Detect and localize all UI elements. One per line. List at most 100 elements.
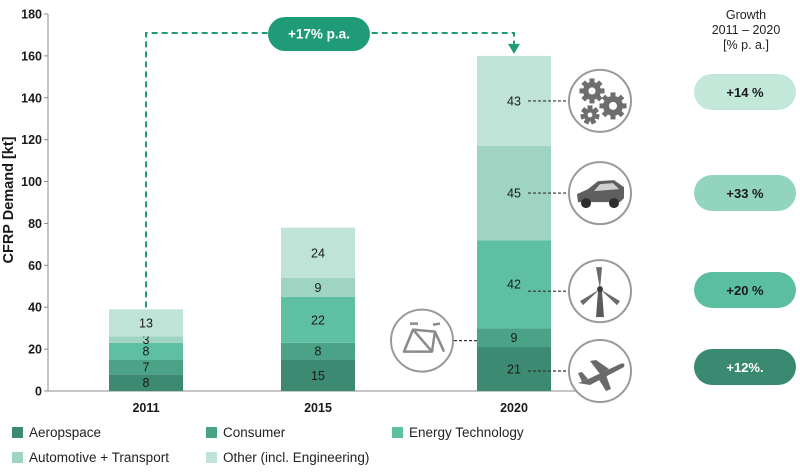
icons-layer xyxy=(390,68,632,404)
legend-label-energy: Energy Technology xyxy=(409,425,524,440)
bar-segment xyxy=(109,374,183,391)
gear-tooth xyxy=(587,105,593,111)
data-label: 42 xyxy=(507,278,521,292)
gears-icon xyxy=(568,68,632,133)
gear-tooth xyxy=(581,107,589,115)
legend-swatch-aerospace xyxy=(12,427,23,438)
gear-hole xyxy=(609,101,617,110)
growth-pill-other: +14 % xyxy=(694,74,796,110)
growth-pill-automotive: +33 % xyxy=(694,175,796,211)
bar-segment xyxy=(281,227,355,278)
data-label: 24 xyxy=(311,246,325,260)
growth-title-line-3: [% p. a.] xyxy=(723,38,769,52)
icon-circle xyxy=(568,68,632,133)
data-label: 8 xyxy=(143,376,150,390)
airplane-fuselage xyxy=(578,363,625,386)
gear-tooth xyxy=(583,117,591,125)
data-label: 15 xyxy=(311,369,325,383)
bar-segment xyxy=(281,359,355,391)
gear-tooth xyxy=(621,103,627,109)
legend-item-energy: Energy Technology xyxy=(392,425,524,440)
legend-swatch-automotive xyxy=(12,452,23,463)
gear-tooth xyxy=(610,92,616,98)
gear-tooth xyxy=(591,107,599,115)
airplane-icon xyxy=(568,339,632,404)
bar-segment xyxy=(109,309,183,337)
gear-tooth xyxy=(610,114,616,120)
growth-annotation: +17% p.a. xyxy=(145,17,520,308)
y-tick-label: 140 xyxy=(21,91,42,105)
data-label: 3 xyxy=(143,333,150,347)
gear-hole xyxy=(588,87,596,95)
frame-bars xyxy=(410,322,441,326)
legend-label-consumer: Consumer xyxy=(223,425,286,440)
growth-title: Growth 2011 – 2020 [% p. a.] xyxy=(700,8,792,53)
bar-segment xyxy=(281,342,355,360)
gear-tooth xyxy=(593,113,600,120)
data-label: 9 xyxy=(315,281,322,295)
data-label: 43 xyxy=(507,94,521,108)
data-label: 8 xyxy=(143,345,150,359)
data-label: 8 xyxy=(315,345,322,359)
legend-item-automotive: Automotive + Transport xyxy=(12,450,169,465)
bar-segment xyxy=(281,296,355,343)
growth-pill-aerospace: +12%. xyxy=(694,349,796,385)
legend-swatch-other xyxy=(206,452,217,463)
data-label: 21 xyxy=(507,363,521,377)
y-tick-label: 180 xyxy=(21,8,42,22)
legend-swatch-consumer xyxy=(206,427,217,438)
growth-pill-energy-label: +20 % xyxy=(726,282,764,298)
legend-item-aerospace: Aeropspace xyxy=(12,425,101,440)
wind-turbine-icon xyxy=(568,259,632,324)
bar-segment xyxy=(477,240,551,329)
annotation-pill xyxy=(268,17,370,51)
x-tick-label: 2011 xyxy=(132,401,159,415)
car-icon xyxy=(568,161,632,226)
airplane-wing xyxy=(598,375,611,392)
legend: Aeropspace Consumer Energy Technology Au… xyxy=(8,424,568,472)
gear-tooth xyxy=(599,88,605,94)
turbine-blade xyxy=(580,289,600,306)
data-label: 7 xyxy=(143,360,150,374)
gear-tooth xyxy=(589,78,595,84)
axis-layer: 0 20 40 60 80 100 120 140 160 180 2011 2015 2020 xyxy=(21,8,606,415)
gear-hole xyxy=(587,112,593,118)
legend-item-consumer: Consumer xyxy=(206,425,285,440)
frame-tubes xyxy=(402,328,446,353)
bar-segment xyxy=(477,347,551,391)
y-tick-label: 60 xyxy=(28,259,42,273)
legend-swatch-energy xyxy=(392,427,403,438)
annotation-arrowhead xyxy=(508,43,520,54)
turbine-hub xyxy=(597,286,603,293)
bicycle-frame-icon xyxy=(390,308,454,373)
turbine-tower xyxy=(596,291,604,318)
y-tick-label: 100 xyxy=(21,175,42,189)
y-tick-label: 160 xyxy=(21,49,42,63)
gear-tooth xyxy=(599,103,605,109)
bar-segment xyxy=(281,277,355,297)
data-label: 45 xyxy=(507,187,521,201)
legend-label-aerospace: Aeropspace xyxy=(29,425,102,440)
legend-label-other: Other (incl. Engineering) xyxy=(223,450,370,465)
car-wheel xyxy=(609,198,619,209)
turbine-blade xyxy=(596,267,602,290)
car-wheel xyxy=(581,198,591,209)
y-tick-label: 0 xyxy=(35,385,42,399)
car-window xyxy=(594,183,619,192)
annotation-label: +17% p.a. xyxy=(288,27,350,42)
data-label: 13 xyxy=(139,316,153,330)
data-label: 9 xyxy=(511,331,518,345)
growth-pill-other-label: +14 % xyxy=(726,84,764,100)
growth-pill-aerospace-label: +12%. xyxy=(726,359,764,375)
growth-pill-automotive-label: +33 % xyxy=(726,185,764,201)
y-axis-label: CFRP Demand [kt] xyxy=(1,136,17,263)
y-tick-label: 80 xyxy=(28,217,42,231)
growth-pill-energy: +20 % xyxy=(694,272,796,308)
gear-tooth xyxy=(580,113,587,120)
y-tick-label: 40 xyxy=(28,301,42,315)
y-tick-label: 120 xyxy=(21,133,42,147)
y-tick-label: 20 xyxy=(28,343,42,357)
legend-item-other: Other (incl. Engineering) xyxy=(206,450,369,465)
